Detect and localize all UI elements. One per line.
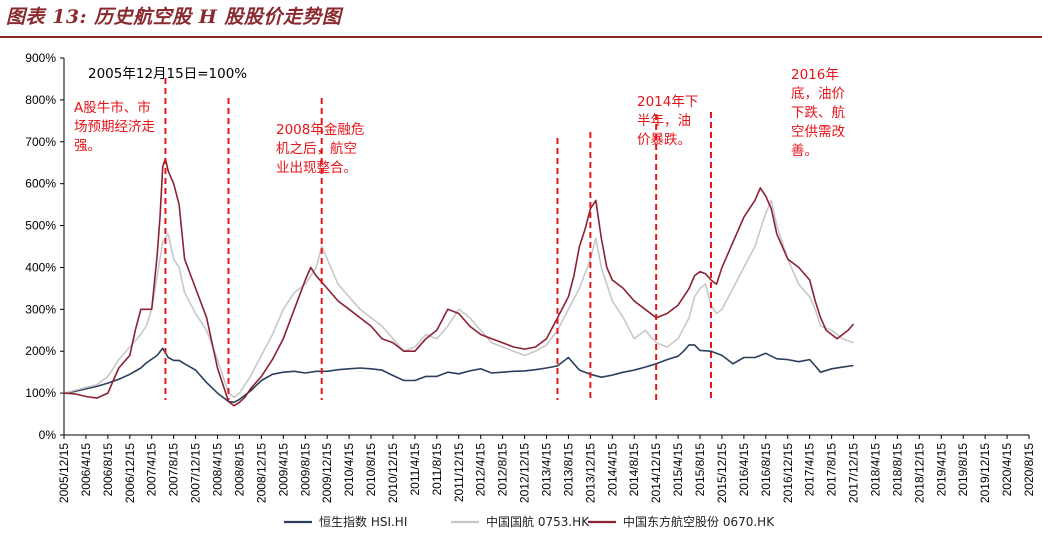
x-tick-label: 2009/4/15: [276, 443, 290, 497]
annotation-text-line: 场预期经济走: [74, 119, 155, 135]
y-tick-label: 300%: [25, 302, 56, 316]
x-tick-label: 2008/8/15: [232, 443, 246, 497]
x-tick-label: 2007/4/15: [145, 443, 159, 497]
annotation-text-line: 价暴跌。: [637, 132, 691, 148]
series-layer: [63, 157, 855, 407]
annotation-text-line: 下跌、航: [791, 105, 845, 121]
x-tick-label: 2007/12/15: [189, 443, 203, 503]
annotation-text-line: 2014年下: [637, 94, 698, 110]
x-tick-label: 2017/12/15: [847, 443, 861, 503]
y-tick-label: 100%: [25, 386, 56, 400]
x-tick-label: 2019/4/15: [934, 443, 948, 497]
y-tick-label: 900%: [25, 51, 56, 65]
x-tick-label: 2014/8/15: [627, 443, 641, 497]
y-tick-label: 600%: [25, 177, 56, 191]
x-tick-label: 2006/12/15: [123, 443, 137, 503]
x-tick-label: 2012/8/15: [496, 443, 510, 497]
x-tick-label: 2011/12/15: [452, 443, 466, 502]
x-tick-label: 2015/12/15: [715, 443, 729, 503]
y-tick-label: 0%: [39, 428, 57, 442]
x-tick-label: 2010/4/15: [342, 443, 356, 497]
x-tick-label: 2013/12/15: [583, 443, 597, 503]
y-tick-label: 200%: [25, 344, 56, 358]
base-note: 2005年12月15日=100%: [88, 66, 247, 82]
x-tick-label: 2007/8/15: [167, 443, 181, 497]
y-tick-label: 700%: [25, 135, 56, 149]
x-tick-label: 2018/12/15: [912, 443, 926, 503]
x-tick-label: 2014/4/15: [605, 443, 619, 497]
event-markers: [164, 78, 712, 400]
x-tick-label: 2015/4/15: [671, 443, 685, 497]
x-tick-label: 2015/8/15: [693, 443, 707, 497]
x-tick-label: 2011/8/15: [430, 443, 444, 496]
x-tick-label: 2019/12/15: [978, 443, 992, 503]
x-tick-label: 2008/4/15: [211, 443, 225, 497]
series-line-0: [63, 344, 854, 404]
annotation-text-line: 底，油价: [791, 86, 845, 102]
x-tick-label: 2017/4/15: [803, 443, 817, 497]
chart-axes: 0% 100% 200% 300% 400% 500% 600% 700% 800% 900% 20…: [25, 51, 1036, 503]
y-tick-label: 400%: [25, 260, 56, 274]
x-tick-label: 2017/8/15: [825, 443, 839, 497]
annotation-text-line: A股牛市、市: [74, 99, 151, 116]
legend-label-0: 恒生指数 HSI.HI: [319, 514, 407, 529]
title-divider: [0, 36, 1042, 38]
x-tick-label: 2018/8/15: [890, 443, 904, 497]
annotation-text-line: 强。: [74, 138, 101, 154]
x-tick-label: 2009/8/15: [298, 443, 312, 497]
x-tick-label: 2006/8/15: [101, 443, 115, 497]
legend-label-2: 中国东方航空股份 0670.HK: [623, 514, 775, 529]
x-tick-label: 2016/4/15: [737, 443, 751, 497]
chart-legend: 恒生指数 HSI.HI 中国国航 0753.HK 中国东方航空股份 0670.HK: [284, 514, 775, 529]
x-tick-label: 2006/4/15: [79, 443, 93, 497]
annotation-text-line: 2008年金融危: [276, 122, 364, 138]
x-tick-label: 2016/8/15: [759, 443, 773, 497]
y-tick-label: 500%: [25, 219, 56, 233]
x-tick-label: 2009/12/15: [320, 443, 334, 503]
annotation-text-line: 空供需改: [791, 124, 845, 140]
x-tick-label: 2020/4/15: [1000, 443, 1014, 497]
x-tick-label: 2008/12/15: [254, 443, 268, 503]
x-tick-label: 2013/8/15: [561, 443, 575, 497]
x-tick-label: 2011/4/15: [408, 443, 422, 496]
x-tick-label: 2010/12/15: [386, 443, 400, 503]
x-tick-label: 2019/8/15: [956, 443, 970, 497]
x-tick-label: 2005/12/15: [57, 443, 71, 503]
x-tick-label: 2016/12/15: [781, 443, 795, 503]
annotation-text-line: 业出现整合。: [276, 160, 357, 176]
x-tick-label: 2013/4/15: [540, 443, 554, 497]
annotation-text-line: 机之后，航空: [276, 141, 357, 157]
page-title: 图表 13: 历史航空股 H 股股价走势图: [6, 6, 342, 28]
y-tick-label: 800%: [25, 93, 56, 107]
x-tick-label: 2020/8/15: [1022, 443, 1036, 497]
series-line-1: [63, 199, 854, 399]
annotation-text-line: 善。: [791, 143, 818, 159]
x-tick-label: 2012/12/15: [518, 443, 532, 503]
legend-label-1: 中国国航 0753.HK: [486, 514, 590, 529]
annotation-text-line: 半年，油: [637, 113, 691, 129]
x-tick-label: 2014/12/15: [649, 443, 663, 503]
x-tick-label: 2012/4/15: [474, 443, 488, 497]
x-tick-label: 2010/8/15: [364, 443, 378, 497]
annotation-text-line: 2016年: [791, 67, 839, 83]
x-tick-label: 2018/4/15: [868, 443, 882, 497]
